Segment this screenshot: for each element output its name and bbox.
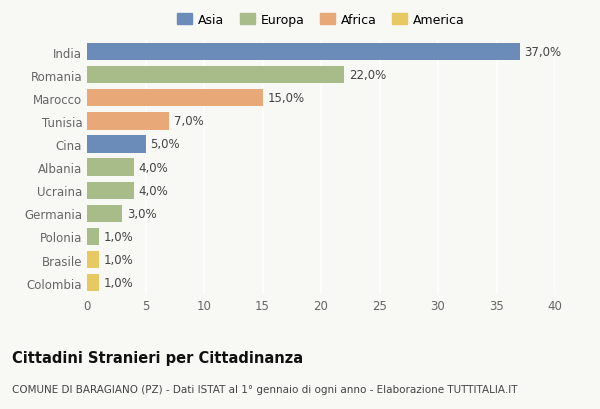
Bar (87, 136, 146, 153)
Text: 1,0%: 1,0% (103, 276, 133, 290)
Bar (87, 228, 98, 245)
Bar (87, 67, 344, 84)
Text: 15,0%: 15,0% (267, 92, 304, 105)
Text: 4,0%: 4,0% (139, 184, 168, 197)
Text: 5,0%: 5,0% (150, 138, 180, 151)
Text: 22,0%: 22,0% (349, 69, 386, 82)
Text: 3,0%: 3,0% (127, 207, 157, 220)
Bar (87, 274, 98, 292)
Text: 1,0%: 1,0% (103, 254, 133, 266)
Text: COMUNE DI BARAGIANO (PZ) - Dati ISTAT al 1° gennaio di ogni anno - Elaborazione : COMUNE DI BARAGIANO (PZ) - Dati ISTAT al… (12, 384, 517, 394)
Text: 7,0%: 7,0% (173, 115, 203, 128)
Text: 4,0%: 4,0% (139, 161, 168, 174)
Legend: Asia, Europa, Africa, America: Asia, Europa, Africa, America (175, 11, 467, 29)
Text: 37,0%: 37,0% (524, 46, 562, 59)
Bar (87, 90, 263, 107)
Bar (87, 205, 122, 222)
Text: 1,0%: 1,0% (103, 230, 133, 243)
Text: Cittadini Stranieri per Cittadinanza: Cittadini Stranieri per Cittadinanza (12, 350, 303, 365)
Bar (87, 251, 98, 269)
Bar (87, 159, 134, 176)
Bar (87, 113, 169, 130)
Bar (87, 182, 134, 199)
Bar (87, 44, 520, 61)
